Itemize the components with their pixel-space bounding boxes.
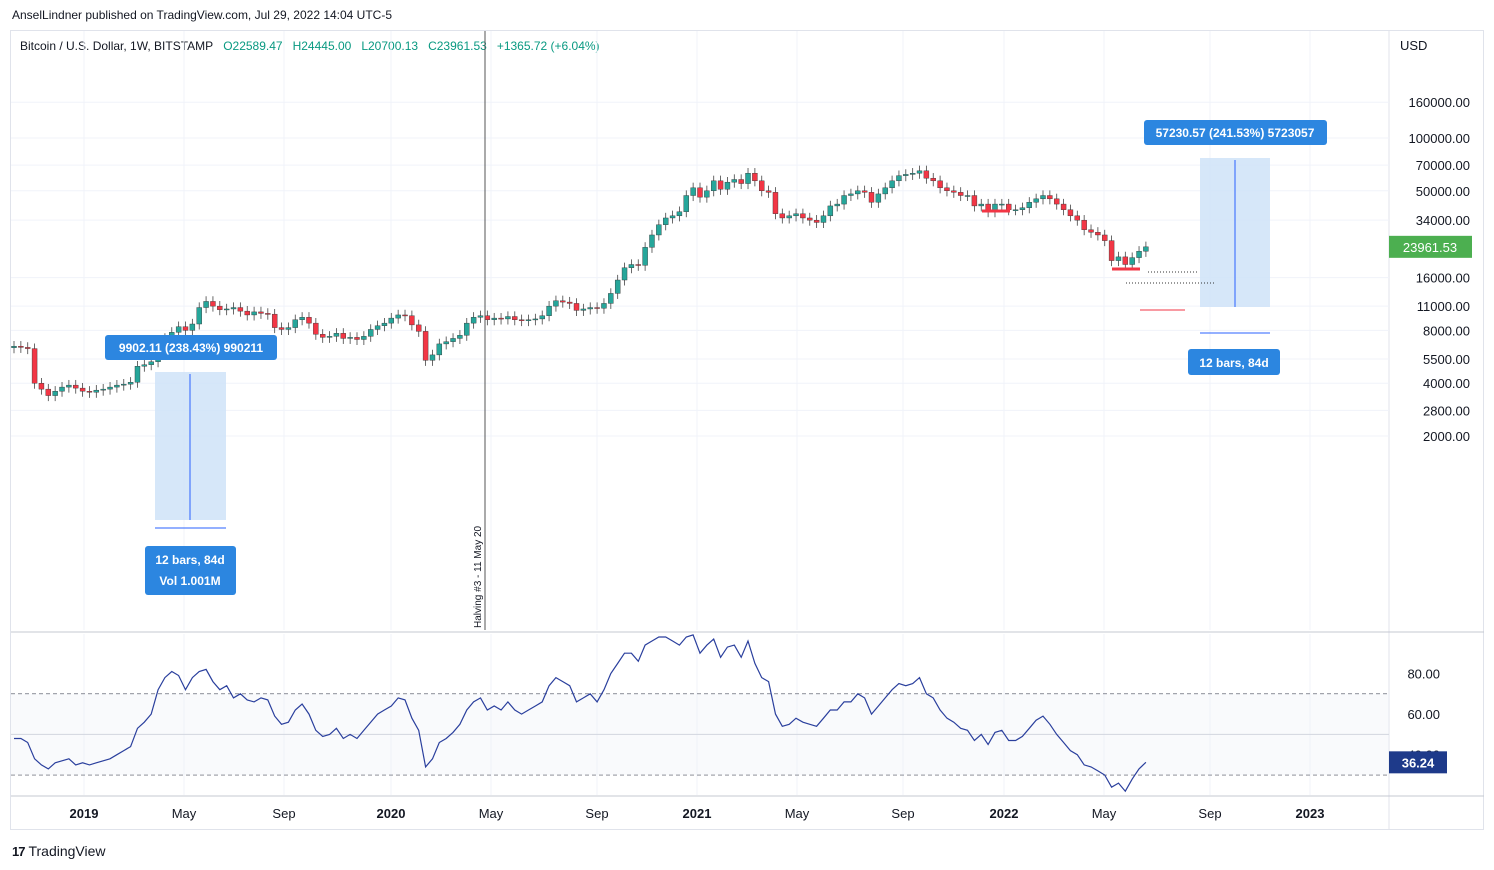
- ohlc-high: H24445.00: [292, 39, 352, 53]
- chart-frame: [10, 30, 1484, 830]
- ohlc-open: O22589.47: [223, 39, 283, 53]
- ohlc-close: C23961.53: [428, 39, 487, 53]
- publisher-line: AnselLindner published on TradingView.co…: [12, 8, 393, 22]
- symbol-name[interactable]: Bitcoin / U.S. Dollar, 1W, BITSTAMP: [20, 39, 214, 53]
- ohlc-change: +1365.72 (+6.04%): [496, 39, 600, 53]
- brand-name: TradingView: [28, 843, 106, 859]
- tradingview-brand[interactable]: 17 TradingView: [12, 843, 106, 859]
- symbol-legend: Bitcoin / U.S. Dollar, 1W, BITSTAMP O225…: [20, 39, 600, 53]
- ohlc-low: L20700.13: [361, 39, 419, 53]
- tradingview-logo-icon: 17: [12, 843, 26, 859]
